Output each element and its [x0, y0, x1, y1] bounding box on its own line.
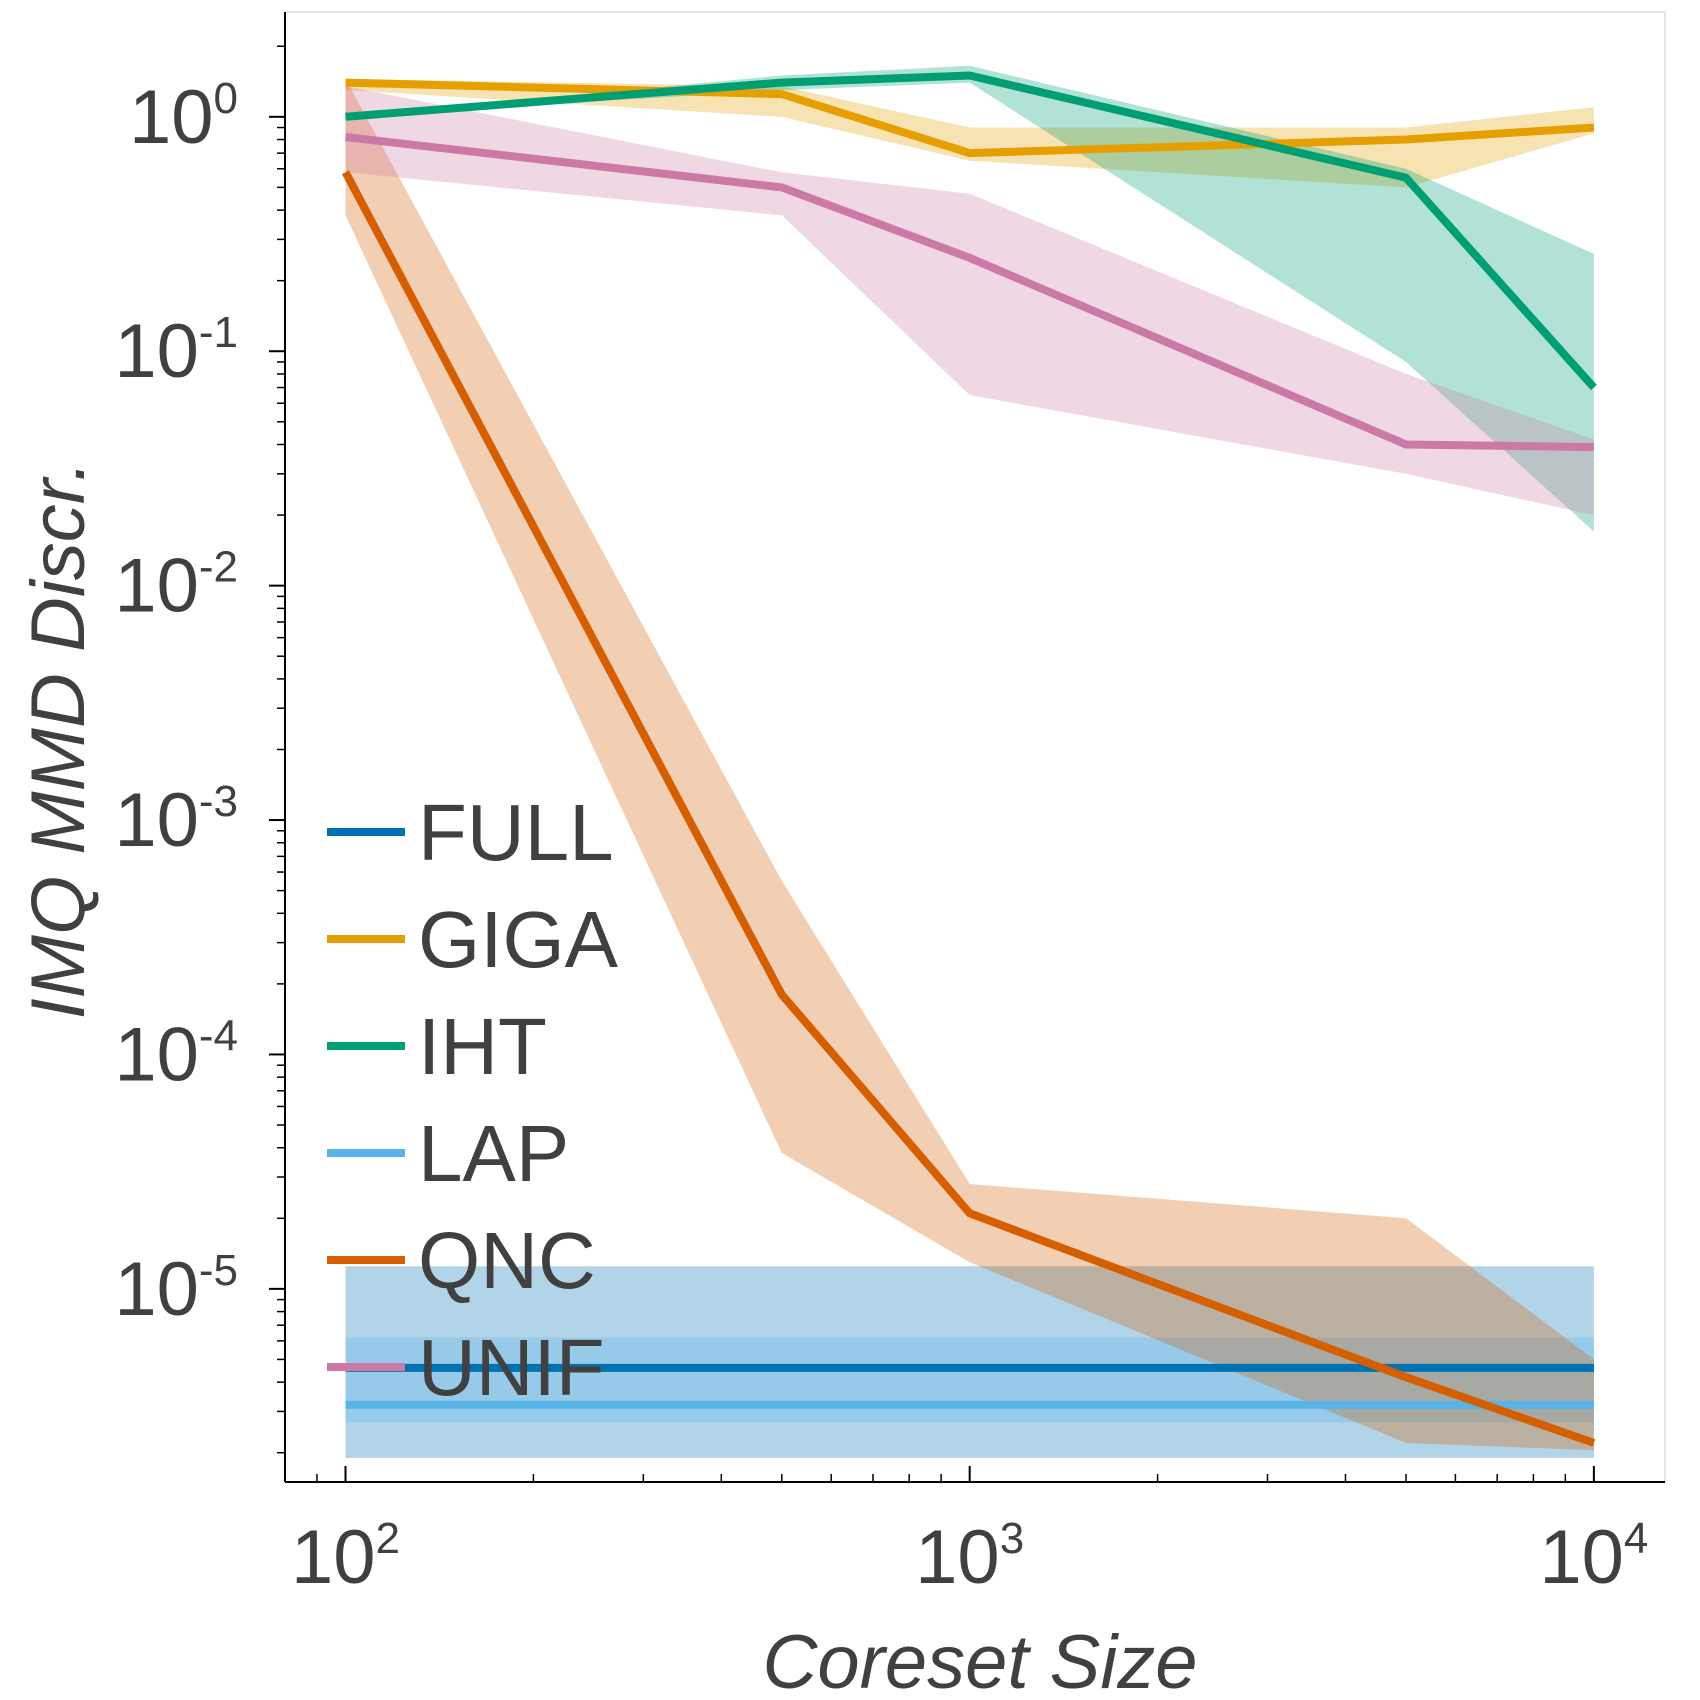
series-lines [341, 71, 1597, 1447]
x-tick-label: 104 [1539, 1514, 1648, 1600]
y-tick-label: 10-3 [114, 777, 238, 863]
x-tick-label: 103 [915, 1514, 1024, 1600]
legend-label-full: FULL [418, 788, 614, 877]
band-iht [345, 65, 1594, 532]
x-tick-label: 102 [291, 1514, 400, 1600]
x-axis-ticks: 102 103 104 [284, 1466, 1648, 1600]
legend-label-qnc: QNC [418, 1216, 596, 1305]
legend-label-lap: LAP [418, 1109, 569, 1198]
y-tick-label: 10-5 [114, 1246, 238, 1332]
y-axis-title: IMQ MMD Discr. [16, 461, 101, 1020]
y-tick-label: 10-2 [114, 543, 238, 629]
band-unif [345, 86, 1594, 516]
confidence-bands [345, 65, 1594, 1458]
y-axis-ticks: 100 10-1 10-2 10-3 10-4 10-5 [114, 45, 285, 1454]
line-qnc [341, 170, 1596, 1447]
band-giga [345, 79, 1594, 188]
y-tick-label: 100 [129, 74, 238, 160]
band-qnc [345, 79, 1594, 1451]
line-unif [345, 133, 1594, 452]
band-full [345, 1266, 1594, 1458]
legend: FULL GIGA IHT LAP QNC UNIF [327, 788, 619, 1412]
y-tick-label: 10-1 [114, 308, 238, 394]
legend-label-iht: IHT [418, 1002, 547, 1091]
legend-label-giga: GIGA [418, 895, 619, 984]
y-tick-label: 10-4 [114, 1011, 238, 1097]
plot-frame [284, 11, 1666, 1483]
line-iht [345, 71, 1597, 391]
legend-label-unif: UNIF [418, 1323, 605, 1412]
x-axis-title: Coreset Size [762, 1620, 1197, 1700]
